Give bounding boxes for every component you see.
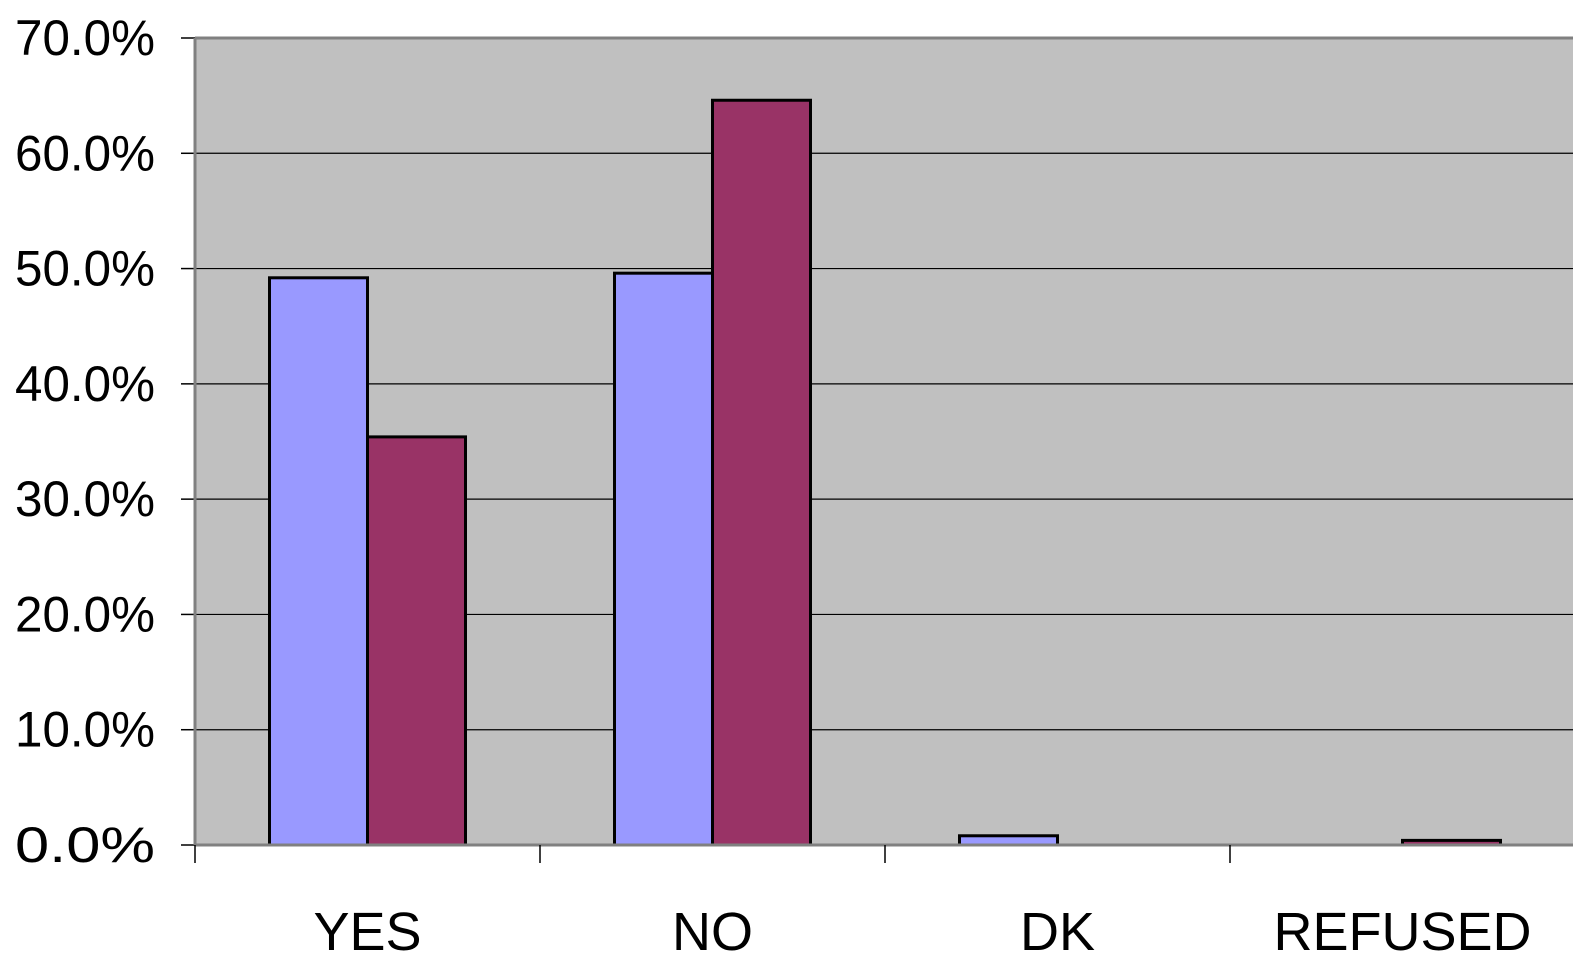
bar-yes-series-1 bbox=[268, 276, 369, 847]
bar-yes-series-2 bbox=[366, 435, 467, 847]
y-tick-label: 0.0% bbox=[15, 817, 155, 873]
y-tick-label: 60.0% bbox=[15, 125, 155, 181]
x-tick-label-dk: DK bbox=[1020, 902, 1095, 962]
bar-no-series-1 bbox=[613, 271, 714, 847]
y-tick-labels: 0.0% 10.0% 20.0% 30.0% 40.0% 50.0% 60.0% 70.0% bbox=[15, 10, 155, 873]
bars bbox=[268, 98, 1502, 847]
y-tick-label: 50.0% bbox=[15, 241, 155, 297]
x-tick-label-refused: REFUSED bbox=[1273, 902, 1531, 962]
axes bbox=[181, 37, 1573, 863]
y-tick-label: 70.0% bbox=[15, 10, 155, 66]
y-tick-label: 20.0% bbox=[15, 586, 155, 642]
bar-no-series-2 bbox=[711, 98, 812, 847]
y-tick-label: 10.0% bbox=[15, 702, 155, 758]
x-tick-labels: YES NO DK REFUSED bbox=[313, 902, 1531, 962]
y-tick-label: 30.0% bbox=[15, 471, 155, 527]
x-tick-label-yes: YES bbox=[313, 902, 421, 962]
y-tick-label: 40.0% bbox=[15, 356, 155, 412]
x-tick-label-no: NO bbox=[672, 902, 753, 962]
